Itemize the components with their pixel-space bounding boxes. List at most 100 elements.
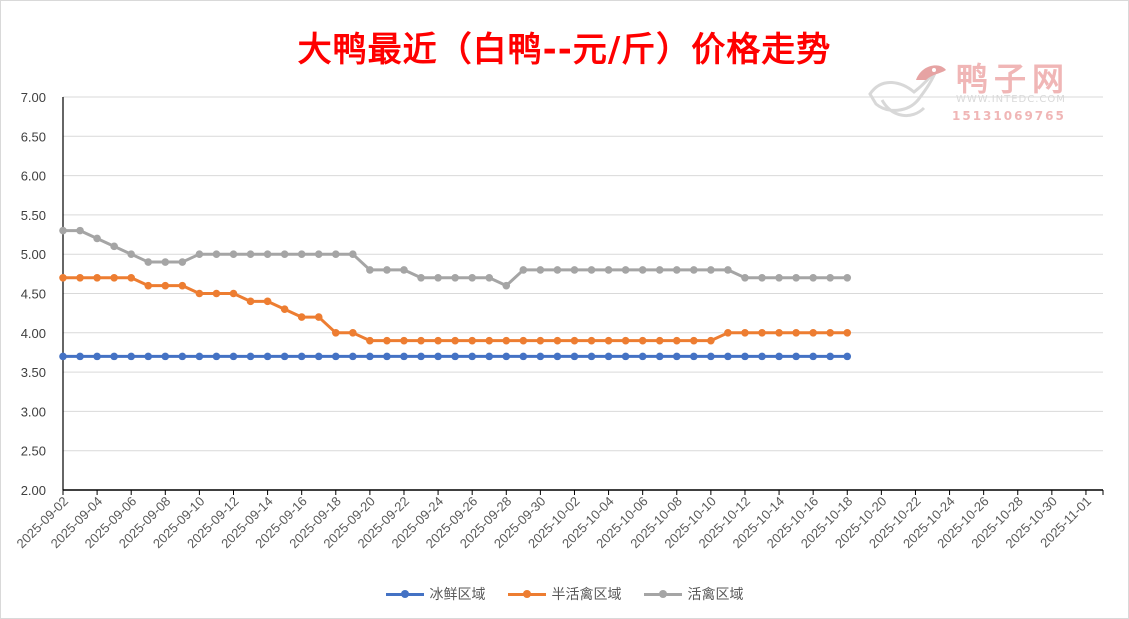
watermark-logo: 鸭子网 WWW.INTEDC.COM 15131069765 (862, 56, 1092, 128)
data-point (468, 273, 476, 282)
y-tick-label: 4.00 (21, 326, 46, 341)
data-point (587, 336, 596, 345)
data-point (587, 352, 596, 361)
data-point (741, 329, 749, 337)
data-point (383, 266, 391, 274)
data-point (519, 266, 528, 274)
data-point (195, 289, 204, 298)
data-point (638, 336, 647, 345)
data-point (297, 250, 306, 258)
y-tick-label: 2.50 (21, 444, 46, 459)
data-point (638, 266, 647, 274)
data-point (178, 258, 187, 266)
data-point (655, 352, 664, 361)
data-point (843, 352, 852, 361)
data-point (417, 352, 425, 361)
legend-swatch-live (643, 589, 682, 598)
data-point (297, 352, 306, 361)
data-point (76, 352, 84, 361)
data-point (570, 336, 579, 345)
data-point (809, 329, 817, 337)
data-point (604, 352, 613, 361)
legend-item-semi-live[interactable]: 半活禽区域 (507, 584, 622, 604)
data-point (570, 352, 579, 361)
x-tick-labels: 2025-09-022025-09-042025-09-062025-09-08… (13, 494, 1094, 552)
data-point (246, 352, 255, 361)
data-point (690, 352, 698, 361)
data-point (468, 336, 476, 345)
data-point (110, 242, 118, 251)
data-point (451, 352, 459, 361)
data-point (707, 266, 715, 274)
data-point (366, 266, 374, 274)
data-point (314, 250, 323, 258)
legend-label-live: 活禽区域 (687, 587, 744, 603)
data-point (553, 336, 562, 345)
data-point (826, 329, 835, 337)
data-point (314, 352, 323, 361)
data-point (587, 266, 596, 274)
duck-logo-icon (868, 65, 946, 117)
data-point (792, 329, 800, 337)
data-point (621, 336, 630, 345)
watermark-url: WWW.INTEDC.COM (956, 94, 1066, 105)
data-point (707, 352, 715, 361)
y-tick-label: 3.50 (21, 365, 46, 380)
data-point (366, 352, 374, 361)
legend-label-semi-live: 半活禽区域 (551, 587, 622, 603)
data-point (349, 329, 357, 337)
data-point (263, 297, 272, 306)
legend: 冰鲜区域 半活禽区域 活禽区域 (0, 584, 1129, 604)
data-point (451, 336, 459, 345)
data-point (229, 250, 238, 258)
data-point (400, 266, 408, 274)
legend-item-live[interactable]: 活禽区域 (643, 584, 744, 604)
data-point (843, 329, 852, 337)
data-point (195, 250, 204, 258)
data-point (434, 336, 442, 345)
data-point (655, 266, 664, 274)
data-point (331, 250, 340, 258)
data-point (502, 281, 511, 290)
data-point (297, 313, 306, 321)
data-point (246, 297, 255, 306)
data-point (212, 352, 221, 361)
data-point (536, 336, 545, 345)
data-point (621, 352, 630, 361)
data-point (604, 336, 613, 345)
data-point (707, 336, 715, 345)
y-tick-label: 2.00 (21, 483, 46, 498)
data-point (434, 352, 442, 361)
data-point (451, 273, 459, 282)
series-layer (59, 226, 852, 361)
data-point (417, 336, 425, 345)
data-point (383, 352, 391, 361)
axes (62, 97, 1104, 495)
data-point (263, 352, 272, 361)
data-point (775, 352, 783, 361)
y-tick-label: 6.50 (21, 129, 46, 144)
data-point (758, 273, 766, 282)
data-point (331, 352, 340, 361)
series-1 (59, 273, 852, 345)
data-point (519, 352, 528, 361)
watermark-brand: 鸭子网 (956, 60, 1071, 98)
legend-swatch-semi-live (507, 589, 546, 598)
data-point (229, 352, 238, 361)
series-0 (59, 352, 852, 361)
data-point (621, 266, 630, 274)
data-point (775, 273, 783, 282)
data-point (349, 352, 357, 361)
data-point (93, 234, 101, 243)
legend-item-ice[interactable]: 冰鲜区域 (385, 584, 486, 604)
data-point (76, 273, 84, 282)
data-point (724, 329, 732, 337)
data-point (672, 266, 681, 274)
chart-title: 大鸭最近（白鸭--元/斤）价格走势 (297, 30, 832, 70)
y-tick-label: 6.00 (21, 169, 46, 184)
data-point (263, 250, 272, 258)
data-point (144, 281, 153, 290)
y-tick-label: 5.00 (21, 247, 46, 262)
